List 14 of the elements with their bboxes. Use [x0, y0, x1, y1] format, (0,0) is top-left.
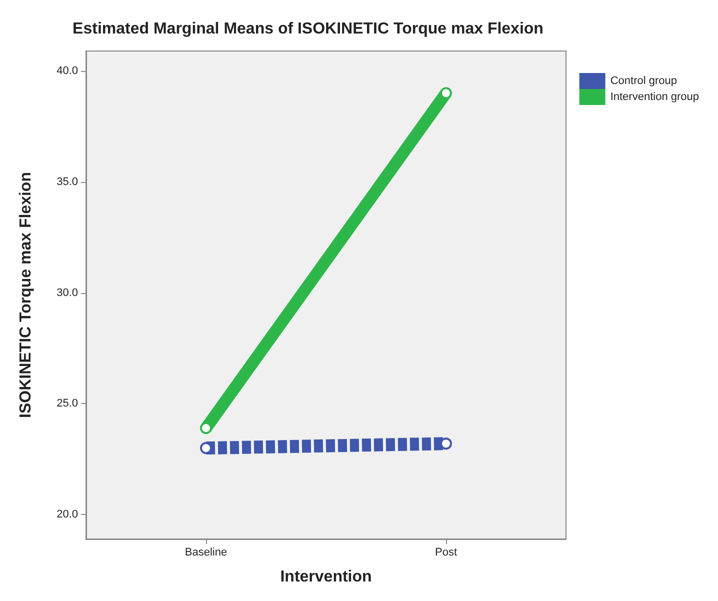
- y-tick-label: 40.0: [56, 64, 78, 77]
- y-tick-label: 25.0: [56, 398, 78, 410]
- legend-label: Control group: [610, 75, 677, 87]
- y-tick-label: 30.0: [56, 286, 78, 299]
- x-tick-label: Baseline: [184, 546, 228, 558]
- y-axis-title: ISOKINETIC Torque max Flexion: [18, 172, 34, 418]
- legend-label: Intervention group: [610, 91, 699, 103]
- point: [440, 87, 452, 100]
- x-axis-title: Intervention: [280, 568, 372, 586]
- point: [200, 422, 212, 434]
- y-tick-label: 20.0: [56, 508, 78, 521]
- y-tick-label: 35.0: [56, 176, 78, 188]
- x-tick-label: Post: [434, 546, 458, 558]
- chart-title: Estimated Marginal Means of ISOKINETIC Torque max Flexion: [72, 20, 544, 38]
